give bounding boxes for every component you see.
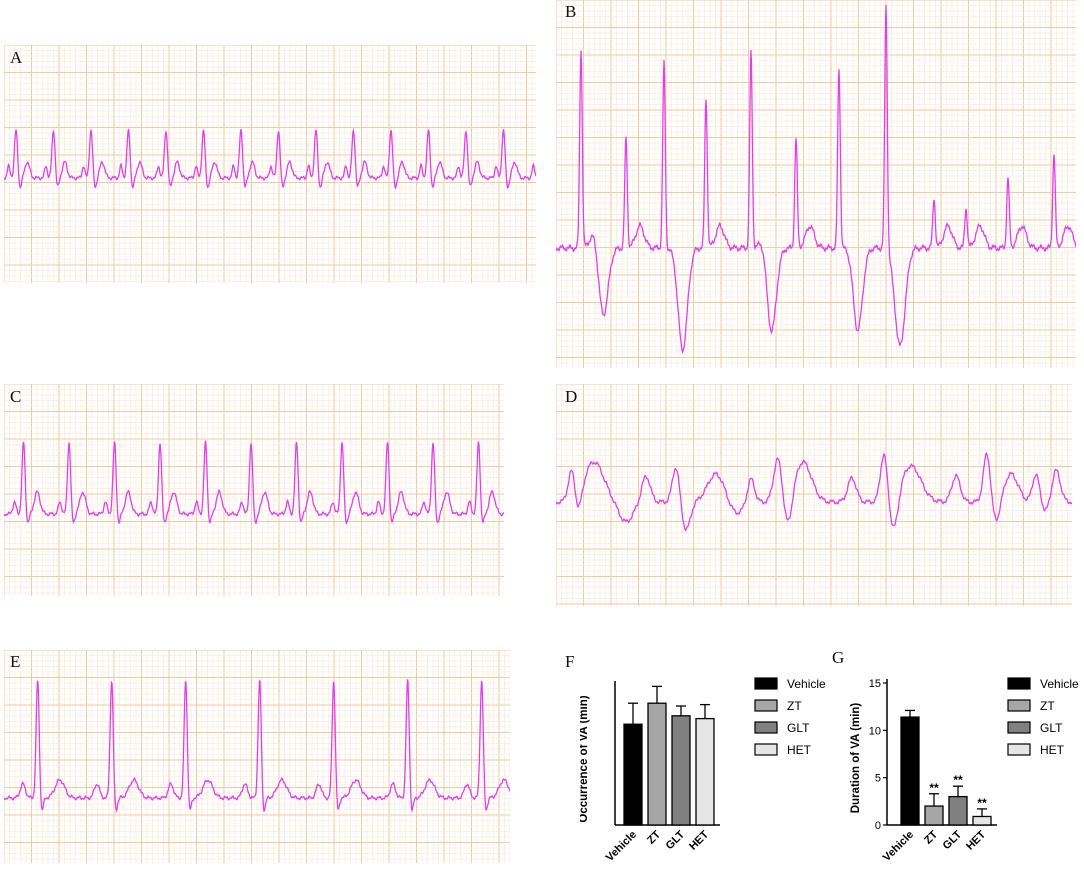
- legend-label: HET: [787, 743, 812, 757]
- category-label: ZT: [922, 828, 940, 846]
- legend-swatch: [754, 677, 778, 690]
- category-label: GLT: [941, 828, 965, 852]
- ecg-trace: [556, 4, 1076, 354]
- panel-label-g: G: [832, 648, 845, 667]
- legend-label: HET: [1040, 743, 1065, 757]
- bar-zt: [924, 805, 944, 826]
- ecg-grid: [4, 45, 536, 283]
- category-label: GLT: [664, 828, 688, 852]
- category-label: Vehicle: [881, 829, 916, 864]
- y-axis-label: Occurrence of VA (min): [580, 695, 590, 822]
- panel-label-c: C: [10, 387, 22, 406]
- legend-swatch: [754, 743, 778, 756]
- bar-het: [972, 815, 992, 826]
- bar-chart-occurrence: Occurrence of VA (min)Vehicle ZT GLT HETVeh…: [580, 677, 826, 864]
- category-label: Vehicle: [604, 829, 639, 864]
- bar-zt: [647, 702, 667, 826]
- ecg-grid: [556, 384, 1072, 606]
- bar-het: [695, 717, 715, 826]
- bar-glt: [671, 715, 691, 826]
- legend-label: ZT: [787, 699, 802, 713]
- ecg-trace: [556, 452, 1072, 532]
- legend-label: Vehicle: [787, 677, 826, 691]
- ecg-panel-a: [4, 45, 536, 283]
- ecg-panel-c: [4, 384, 504, 596]
- y-tick-label: 10: [869, 725, 881, 737]
- ecg-grid: [556, 0, 1076, 368]
- bar-vehicle: [623, 723, 643, 826]
- legend-swatch: [1007, 743, 1031, 756]
- ecg-panel-b: [556, 0, 1076, 368]
- ecg-grid: [4, 650, 510, 863]
- legend-label: ZT: [1040, 699, 1055, 713]
- legend-swatch: [754, 699, 778, 712]
- category-label: HET: [964, 828, 988, 852]
- legend-label: GLT: [1040, 721, 1063, 735]
- bar-glt: [948, 795, 968, 826]
- bar-chart-duration: 0 5 10 15 Duration of VA (min) Vehicle ** ZT ** G…: [850, 677, 1079, 864]
- category-label: ZT: [645, 828, 663, 846]
- y-axis-label: Duration of VA (min): [850, 703, 862, 814]
- legend-swatch: [1007, 677, 1031, 690]
- panel-label-d: D: [565, 387, 578, 406]
- category-label: HET: [687, 828, 711, 852]
- panel-label-b: B: [565, 2, 577, 21]
- ecg-grid: [4, 384, 504, 596]
- y-tick-label: 0: [875, 820, 881, 832]
- y-tick-label: 5: [875, 773, 881, 785]
- bar-vehicle: [900, 716, 920, 826]
- significance-marker: **: [953, 773, 963, 787]
- panel-label-f: F: [565, 652, 575, 671]
- ecg-trace: [4, 127, 536, 190]
- legend-swatch: [1007, 721, 1031, 734]
- ecg-trace: [4, 440, 504, 525]
- ecg-trace: [4, 679, 510, 813]
- legend-label: GLT: [787, 721, 810, 735]
- legend-swatch: [754, 721, 778, 734]
- ecg-panel-d: [556, 384, 1072, 606]
- ecg-panel-e: [4, 650, 510, 863]
- panel-label-e: E: [10, 652, 21, 671]
- panel-label-a: A: [10, 48, 23, 67]
- legend-swatch: [1007, 699, 1031, 712]
- significance-marker: **: [929, 781, 939, 795]
- legend-label: Vehicle: [1040, 677, 1079, 691]
- y-tick-label: 15: [869, 678, 881, 690]
- significance-marker: **: [977, 796, 987, 810]
